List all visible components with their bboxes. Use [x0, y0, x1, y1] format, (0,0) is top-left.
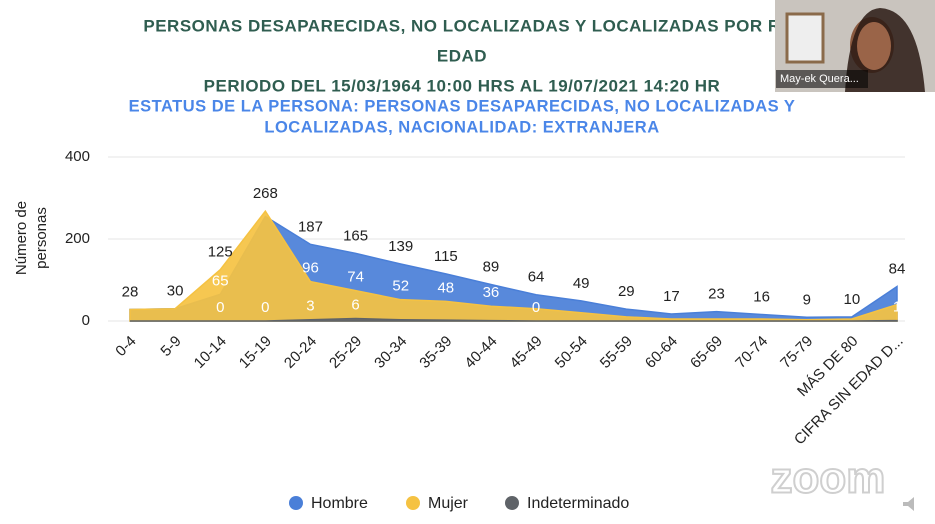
video-tile[interactable]: May-ek Quera...: [775, 0, 935, 92]
chart-title: PERSONAS DESAPARECIDAS, NO LOCALIZADAS Y…: [143, 16, 780, 35]
data-label: 187: [298, 218, 323, 235]
data-label: 125: [208, 244, 233, 261]
area: [130, 317, 898, 322]
participant-name: May-ek Quera...: [780, 73, 859, 85]
data-label: 9: [803, 291, 811, 308]
y-tick-label: 200: [65, 230, 90, 247]
data-label: 115: [434, 248, 458, 265]
data-label: 48: [437, 279, 454, 296]
data-label: 74: [347, 269, 364, 286]
data-label: 30: [167, 283, 184, 300]
data-label: 89: [483, 258, 500, 275]
data-label: 17: [663, 288, 680, 305]
name-tag: [776, 70, 868, 88]
area: [129, 209, 898, 322]
data-label: 1: [893, 299, 901, 316]
legend-marker: [505, 496, 519, 510]
data-label: 165: [343, 227, 368, 244]
data-label: 52: [392, 278, 409, 295]
data-label: 23: [708, 286, 725, 303]
chart-subtitle: ESTATUS DE LA PERSONA: PERSONAS DESAPARE…: [129, 97, 796, 115]
chart-title: EDAD: [437, 46, 487, 65]
chart-subtitle: LOCALIZADAS, NACIONALIDAD: EXTRANJERA: [264, 118, 659, 136]
y-tick-label: 400: [65, 148, 90, 165]
data-label: 268: [253, 185, 278, 202]
data-label: 49: [573, 275, 590, 292]
legend-marker: [406, 496, 420, 510]
face: [857, 22, 891, 70]
legend-label: Indeterminado: [527, 495, 629, 512]
y-axis-label: personas: [33, 207, 50, 269]
data-label: 16: [753, 288, 770, 305]
data-label: 28: [122, 283, 139, 300]
chart: PERSONAS DESAPARECIDAS, NO LOCALIZADAS Y…: [13, 16, 907, 512]
audio-icon[interactable]: [903, 497, 914, 511]
data-label: 29: [618, 283, 635, 300]
data-label: 84: [889, 261, 906, 278]
y-tick-label: 0: [82, 312, 90, 329]
legend-label: Mujer: [428, 495, 469, 512]
data-label: 6: [351, 297, 359, 314]
data-label: 139: [388, 238, 413, 255]
data-label: 10: [844, 291, 861, 308]
data-label: 0: [532, 299, 540, 316]
y-axis-label: Número de: [13, 201, 30, 275]
data-label: 64: [528, 269, 545, 286]
chart-title: PERIODO DEL 15/03/1964 10:00 HRS AL 19/0…: [204, 76, 721, 95]
data-label: 0: [261, 299, 269, 316]
legend-label: Hombre: [311, 495, 368, 512]
zoom-logo: zoom: [771, 454, 886, 503]
data-label: 65: [212, 272, 229, 289]
data-label: 96: [302, 260, 319, 277]
data-label: 36: [483, 284, 500, 301]
data-label: 3: [306, 298, 314, 315]
data-label: 0: [216, 299, 224, 316]
legend-marker: [289, 496, 303, 510]
wall-picture: [785, 12, 825, 64]
